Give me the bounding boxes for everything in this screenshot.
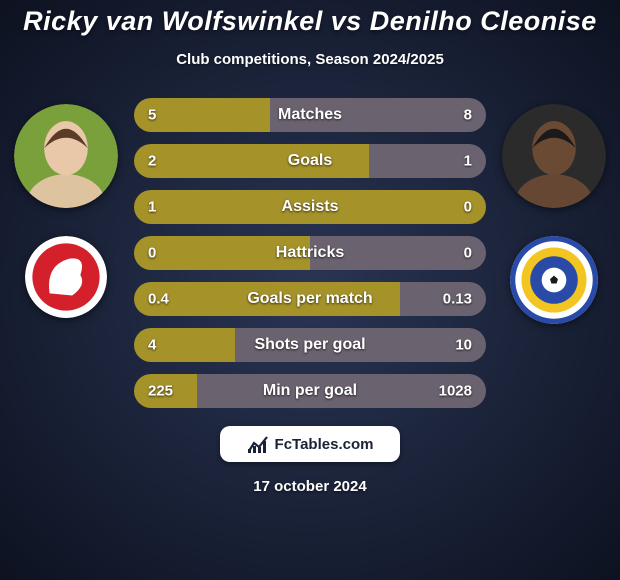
stat-label: Hattricks: [276, 244, 344, 262]
stat-value-left: 1: [148, 199, 156, 216]
stat-value-right: 0: [464, 245, 472, 262]
stat-value-left: 4: [148, 337, 156, 354]
brand-text: FcTables.com: [275, 436, 374, 453]
player-left-club-logo: [25, 236, 107, 318]
stat-row: Goals 2 1: [134, 144, 486, 178]
main-row: Matches58Goals21Assists10Hattricks00Goal…: [0, 98, 620, 408]
subtitle: Club competitions, Season 2024/2025: [0, 51, 620, 68]
stat-bar-left: [134, 144, 369, 178]
stat-row: Min per goal 225 1028: [134, 374, 486, 408]
stat-label: Min per goal: [263, 382, 357, 400]
player-left-avatar: [14, 104, 118, 208]
player-right-column: [494, 98, 614, 324]
date: 17 october 2024: [0, 478, 620, 495]
stat-value-left: 0.4: [148, 291, 169, 308]
stat-label: Matches: [278, 106, 342, 124]
page-title: Ricky van Wolfswinkel vs Denilho Cleonis…: [0, 0, 620, 37]
stat-label: Shots per goal: [254, 336, 365, 354]
stat-label: Goals: [288, 152, 332, 170]
comparison-card: Ricky van Wolfswinkel vs Denilho Cleonis…: [0, 0, 620, 580]
brand-badge: FcTables.com: [220, 426, 400, 462]
stat-value-right: 8: [464, 107, 472, 124]
stat-label: Assists: [282, 198, 339, 216]
stat-row: Goals per match 0.4 0.13: [134, 282, 486, 316]
stat-value-right: 1028: [439, 383, 472, 400]
stat-value-right: 0.13: [443, 291, 472, 308]
stat-value-right: 1: [464, 153, 472, 170]
stat-value-left: 0: [148, 245, 156, 262]
player-right-avatar: [502, 104, 606, 208]
brand-icon: [247, 435, 269, 453]
stat-label: Goals per match: [247, 290, 372, 308]
stat-value-left: 225: [148, 383, 173, 400]
player-left-column: [6, 98, 126, 318]
stat-value-right: 10: [455, 337, 472, 354]
stat-value-left: 5: [148, 107, 156, 124]
stat-row: Hattricks 0 0: [134, 236, 486, 270]
player-right-club-logo: [510, 236, 598, 324]
stat-value-right: 0: [464, 199, 472, 216]
stat-row: Shots per goal 4 10: [134, 328, 486, 362]
stat-row: Assists 1 0: [134, 190, 486, 224]
stat-bars: Matches58Goals21Assists10Hattricks00Goal…: [134, 98, 486, 408]
stat-value-left: 2: [148, 153, 156, 170]
stat-row: Matches 5 8: [134, 98, 486, 132]
